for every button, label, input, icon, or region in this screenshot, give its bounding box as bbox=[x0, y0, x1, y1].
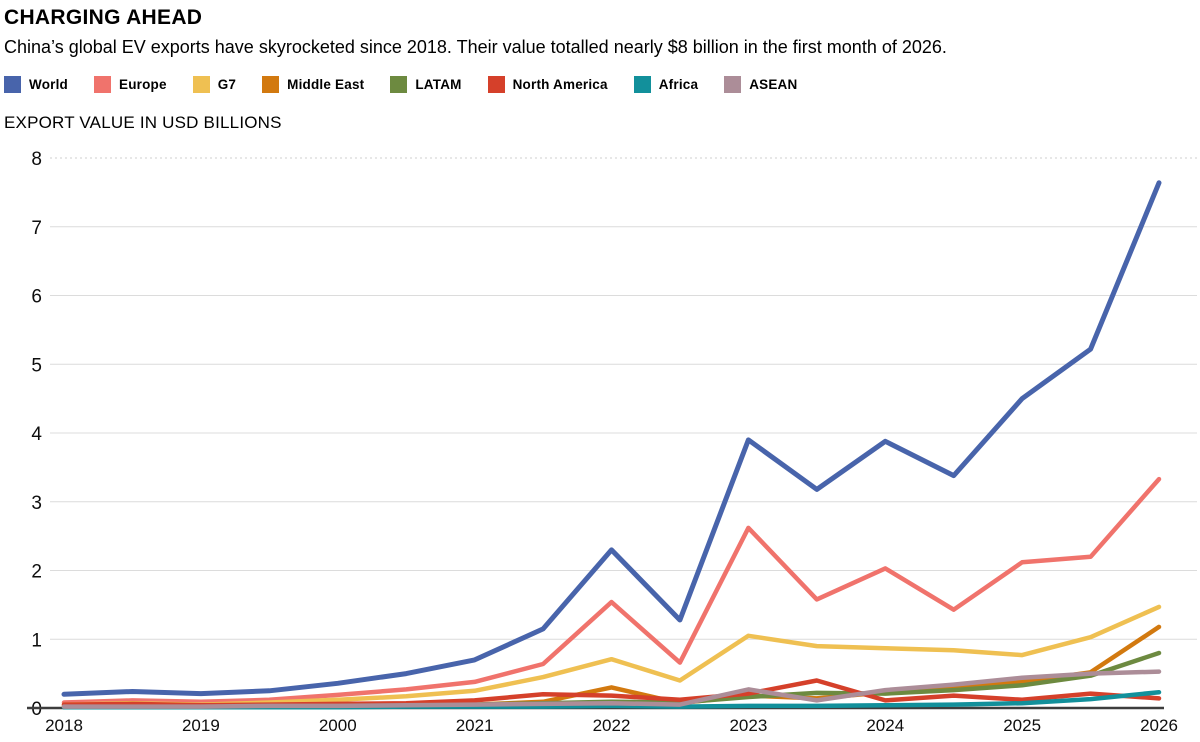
series-line-europe bbox=[61, 476, 1162, 705]
x-axis-label-2023: 2023 bbox=[729, 716, 767, 735]
series-line-world bbox=[61, 180, 1162, 697]
legend-label: G7 bbox=[217, 77, 237, 92]
legend-item-world: World bbox=[4, 76, 68, 93]
legend-label: North America bbox=[512, 77, 608, 92]
y-axis-label-6: 6 bbox=[31, 287, 42, 308]
legend-item-europe: Europe bbox=[94, 76, 167, 93]
legend-label: Europe bbox=[119, 77, 167, 92]
y-axis-label-8: 8 bbox=[31, 149, 42, 170]
legend-swatch-g7 bbox=[192, 76, 210, 93]
x-axis-label-2000: 2000 bbox=[319, 716, 357, 735]
y-axis-label-3: 3 bbox=[31, 493, 42, 514]
y-axis-label-1: 1 bbox=[31, 630, 42, 651]
legend-swatch-latam bbox=[390, 76, 408, 93]
legend-swatch-north-america bbox=[487, 76, 505, 93]
legend-label: ASEAN bbox=[749, 77, 798, 92]
y-axis-label-4: 4 bbox=[31, 424, 42, 445]
y-axis-label-0: 0 bbox=[31, 699, 42, 720]
legend-label: World bbox=[29, 77, 68, 92]
legend-item-latam: LATAM bbox=[390, 76, 461, 93]
legend-item-middle-east: Middle East bbox=[262, 76, 364, 93]
y-axis-label-5: 5 bbox=[31, 355, 42, 376]
legend-label: Africa bbox=[658, 77, 699, 92]
x-axis-label-2024: 2024 bbox=[866, 716, 904, 735]
series-line-g7 bbox=[61, 604, 1162, 707]
x-axis-label-2026: 2026 bbox=[1140, 716, 1178, 735]
y-axis-label-7: 7 bbox=[31, 218, 42, 239]
y-axis-label-2: 2 bbox=[31, 562, 42, 583]
x-axis-label-2022: 2022 bbox=[593, 716, 631, 735]
page-subtitle: China’s global EV exports have skyrocket… bbox=[4, 37, 947, 57]
page-title: CHARGING AHEAD bbox=[4, 6, 203, 29]
legend-item-asean: ASEAN bbox=[724, 76, 797, 93]
legend-label: Middle East bbox=[287, 77, 365, 92]
legend-swatch-world bbox=[4, 76, 21, 93]
chart-svg: 0 1 2 3 4 5 6 7 8 2018 2019 2000 2021 2022 2023 2024 202… bbox=[27, 149, 1197, 735]
legend: World Europe G7 Middle East LATAM North Ameri… bbox=[4, 76, 1200, 93]
x-axis-label-2025: 2025 bbox=[1003, 716, 1041, 735]
legend-item-africa: Africa bbox=[633, 76, 699, 93]
x-axis-label-2018: 2018 bbox=[45, 716, 83, 735]
x-axis-label-2019: 2019 bbox=[182, 716, 220, 735]
legend-item-g7: G7 bbox=[192, 76, 237, 93]
x-axis-label-2021: 2021 bbox=[456, 716, 494, 735]
legend-swatch-asean bbox=[724, 76, 742, 93]
legend-swatch-africa bbox=[633, 76, 651, 93]
legend-label: LATAM bbox=[415, 77, 462, 92]
legend-swatch-middle-east bbox=[262, 76, 280, 93]
legend-swatch-europe bbox=[94, 76, 111, 93]
y-axis-title: EXPORT VALUE IN USD BILLIONS bbox=[4, 113, 282, 132]
legend-item-north-america: North America bbox=[487, 76, 608, 93]
series-line-asean bbox=[61, 669, 1162, 709]
